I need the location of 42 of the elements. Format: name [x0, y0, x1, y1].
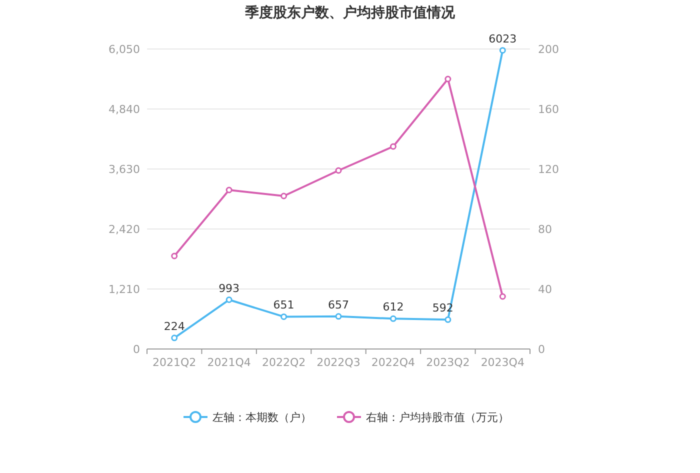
point [499, 47, 506, 54]
data-label: 657 [328, 298, 349, 312]
data-label: 6023 [488, 32, 517, 46]
y-tick-label: 0 [133, 343, 140, 356]
x-tick-label: 2021Q2 [152, 356, 196, 369]
data-label: 612 [382, 300, 404, 314]
x-tick-label: 2022Q4 [371, 356, 416, 369]
x-tick-label: 2023Q2 [426, 356, 470, 369]
y2-tick-label: 200 [538, 43, 559, 56]
data-label: 651 [273, 298, 294, 312]
point [444, 76, 452, 82]
point [335, 313, 342, 320]
x-tick-label: 2023Q4 [480, 356, 524, 369]
point [171, 252, 178, 260]
y2-tick-label: 120 [538, 163, 559, 176]
y-tick-label: 1,210 [108, 283, 140, 296]
point [226, 296, 232, 304]
x-tick-label: 2021Q4 [207, 356, 251, 369]
point [390, 143, 396, 150]
y-tick-label: 2,420 [108, 223, 140, 236]
y-tick-label: 6,050 [108, 43, 140, 56]
x-tick-label: 2022Q2 [262, 356, 306, 369]
y-tick-label: 3,630 [108, 163, 140, 176]
point [335, 167, 342, 174]
point [499, 293, 506, 300]
y-tick-label: 4,840 [108, 103, 140, 116]
y2-tick-label: 80 [538, 223, 552, 236]
point [226, 186, 232, 194]
data-label: 224 [164, 320, 185, 333]
point [444, 316, 452, 323]
chart-title: 季度股东户数、户均持股市值情况 [244, 4, 456, 21]
y2-tick-label: 160 [538, 103, 559, 116]
y2-tick-label: 40 [538, 283, 552, 296]
legend-label: 右轴：户均持股市值（万元） [366, 411, 509, 424]
y2-tick-label: 0 [538, 343, 545, 356]
point [390, 315, 396, 322]
point [171, 334, 178, 342]
legend-label: 左轴：本期数（户） [212, 411, 312, 424]
x-tick-label: 2022Q3 [316, 356, 360, 369]
point [280, 313, 288, 320]
data-label: 993 [218, 282, 240, 295]
point [280, 192, 288, 200]
